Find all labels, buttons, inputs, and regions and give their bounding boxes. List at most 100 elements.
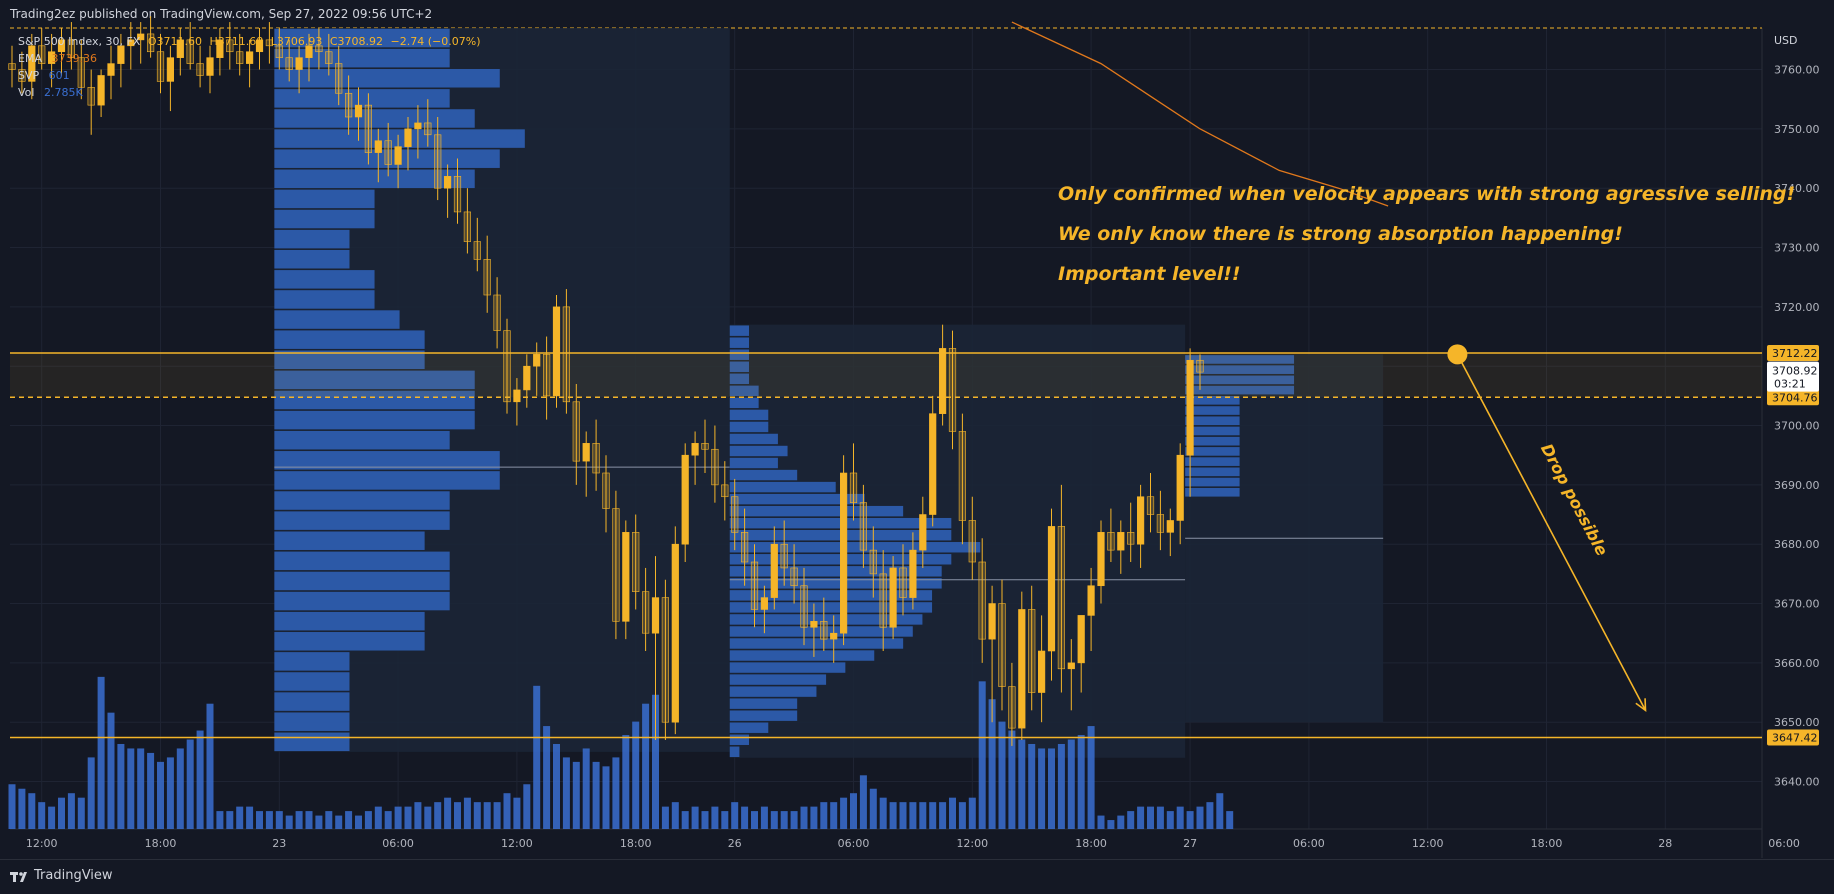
legend-close: C3708.92 xyxy=(329,35,384,48)
x-tick-label: 18:00 xyxy=(1531,837,1563,850)
candle-body xyxy=(869,549,877,575)
candle-body xyxy=(1186,359,1194,456)
candle-body xyxy=(226,39,234,53)
profile-bin xyxy=(729,662,846,673)
y-tick-label: 3740.00 xyxy=(1774,182,1820,195)
candle-body xyxy=(622,532,630,622)
candle-body xyxy=(542,354,551,397)
x-tick-label: 06:00 xyxy=(382,837,414,850)
profile-bin xyxy=(274,370,475,390)
candle-body xyxy=(305,45,313,58)
footer: TradingView xyxy=(0,859,1834,894)
candle-body xyxy=(216,39,224,58)
price-axis[interactable]: USD 3640.00 3650.00 3660.00 3670.00 3680.00 36… xyxy=(1763,28,1834,830)
x-tick-label: 27 xyxy=(1183,837,1197,850)
profile-bin xyxy=(274,511,450,530)
candle-body xyxy=(206,57,214,76)
volume-bar xyxy=(671,802,679,829)
candle-body xyxy=(750,561,759,610)
profile-bin xyxy=(1185,457,1240,466)
volume-bar xyxy=(1038,748,1046,829)
footer-brand: TradingView xyxy=(34,868,113,883)
volume-bar xyxy=(265,811,273,829)
volume-bar xyxy=(1097,815,1105,829)
volume-bar xyxy=(741,806,749,829)
volume-bar xyxy=(543,726,551,829)
legend-symbol-row: S&P 500 Index, 30, FX O3711.60 H3711.68 … xyxy=(18,33,480,50)
volume-bar xyxy=(582,748,590,829)
candle-body xyxy=(641,591,650,634)
level-price-tag xyxy=(1767,389,1819,406)
profile-bin xyxy=(274,692,350,711)
candle-body xyxy=(978,561,986,640)
candle-body xyxy=(592,443,600,474)
candle-body xyxy=(632,532,640,592)
volume-bar xyxy=(434,802,442,829)
volume-bar xyxy=(107,712,115,829)
candle-body xyxy=(414,122,422,130)
x-tick-label: 26 xyxy=(728,837,742,850)
volume-bar xyxy=(345,811,353,829)
profile-bin xyxy=(729,325,750,336)
y-tick-label: 3640.00 xyxy=(1774,776,1820,789)
candle-body xyxy=(958,431,966,521)
volume-bar xyxy=(236,806,244,829)
legend-vol-row: Vol 2.785K xyxy=(18,84,480,101)
profile-bin xyxy=(729,433,778,445)
volume-bar xyxy=(58,797,65,829)
volume-bar xyxy=(780,811,788,829)
profile-bin xyxy=(729,421,769,433)
volume-bar xyxy=(166,757,174,829)
volume-bar xyxy=(869,788,877,829)
volume-bar xyxy=(394,806,402,829)
profile-bin xyxy=(1185,365,1295,374)
x-tick-label: 12:00 xyxy=(26,837,58,850)
candle-body xyxy=(127,39,135,47)
profile-bin xyxy=(729,445,788,457)
candle-body xyxy=(315,45,323,53)
volume-bar xyxy=(364,811,372,829)
y-tick-label: 3720.00 xyxy=(1774,301,1820,314)
volume-bar xyxy=(38,802,46,829)
volume-bar xyxy=(760,806,768,829)
candle-body xyxy=(57,39,66,53)
candle-body xyxy=(1028,609,1036,693)
level-price-label: 3712.22 xyxy=(1772,347,1818,360)
candle-body xyxy=(820,621,828,640)
candle-body xyxy=(38,45,46,64)
candle-body xyxy=(1146,496,1155,515)
x-tick-label: 06:00 xyxy=(1293,837,1325,850)
volume-bar xyxy=(285,815,293,829)
profile-bin xyxy=(729,686,817,697)
volume-bar xyxy=(899,802,907,829)
volume-bar xyxy=(572,761,580,829)
profile-bin xyxy=(274,149,500,168)
legend-ema-row: EMA 3739.36 xyxy=(18,50,480,67)
candle-body xyxy=(463,211,472,242)
profile-bin xyxy=(274,471,500,490)
candle-body xyxy=(1067,662,1075,670)
volume-bar xyxy=(414,802,422,829)
candle-body xyxy=(740,532,749,563)
profile-bin xyxy=(1185,447,1240,456)
volume-bar xyxy=(632,721,640,829)
volume-bar xyxy=(1147,806,1154,829)
volume-bar xyxy=(315,815,323,829)
candle-body xyxy=(255,39,264,53)
profile-bin xyxy=(729,674,827,685)
candle-body xyxy=(424,122,432,136)
candle-body xyxy=(156,51,165,82)
y-tick-label: 3690.00 xyxy=(1774,479,1820,492)
candle-body xyxy=(909,549,917,598)
legend-open: O3711.60 xyxy=(147,35,202,48)
volume-bar xyxy=(711,806,719,829)
profile-bin xyxy=(729,397,759,409)
candle-body xyxy=(1176,454,1184,521)
time-axis[interactable]: 12:00 18:00 23 06:00 12:00 18:00 26 06:00 12:00 1… xyxy=(26,837,1834,850)
candle-body xyxy=(780,543,788,569)
volume-bar xyxy=(958,802,966,829)
profile-bin xyxy=(729,505,904,517)
volume-bar xyxy=(949,797,956,829)
candle-body xyxy=(265,39,274,47)
